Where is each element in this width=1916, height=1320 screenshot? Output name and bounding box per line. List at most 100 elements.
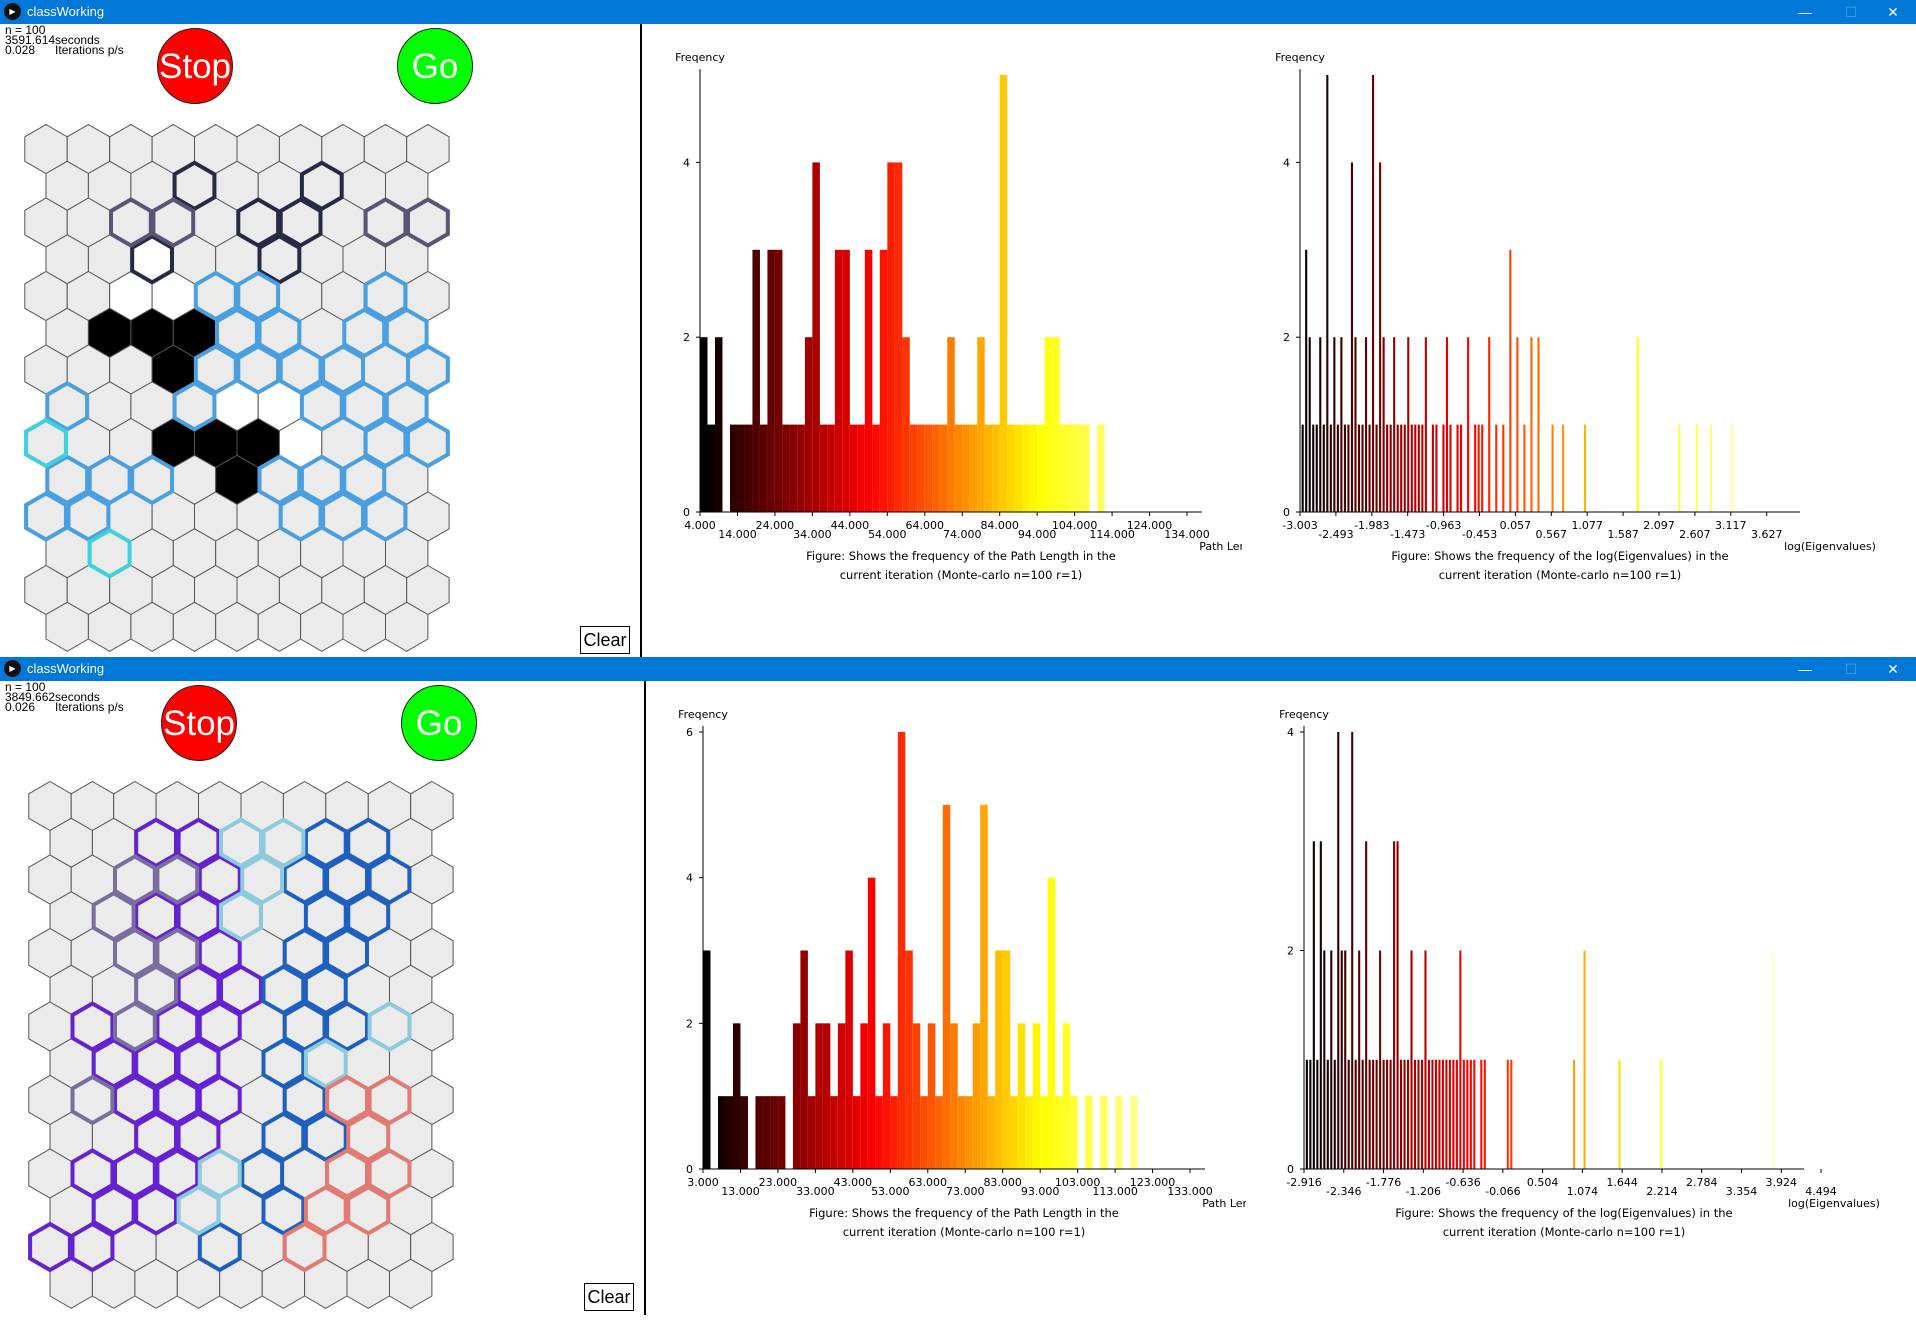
histogram-bar: [927, 1023, 936, 1169]
close-button[interactable]: ✕: [1887, 661, 1899, 677]
path-edge: [197, 1074, 242, 1126]
histogram-bar: [1323, 950, 1326, 1169]
path-edge: [134, 817, 178, 869]
histogram-bar: [1386, 424, 1389, 512]
histogram-bar: [909, 424, 918, 512]
x-tick-label: 1.644: [1606, 1176, 1638, 1189]
path-edge: [91, 890, 136, 942]
histogram-bar: [1326, 75, 1329, 512]
x-tick-label: 1.077: [1571, 519, 1603, 532]
x-tick-label: 2.784: [1686, 1176, 1718, 1189]
histogram-bar: [1509, 249, 1512, 513]
histogram-bar: [1434, 1059, 1437, 1169]
y-tick-label: 4: [1287, 726, 1294, 739]
histogram-bar: [849, 424, 858, 512]
histogram-bar: [932, 424, 940, 512]
path-edge: [70, 1221, 115, 1273]
histogram-bar: [917, 424, 925, 512]
histogram-bar: [947, 337, 955, 512]
histogram-bar: [1448, 1059, 1451, 1169]
histogram-bar: [1427, 1059, 1431, 1169]
histogram-bar: [1660, 1059, 1663, 1169]
histogram-bar: [1322, 424, 1325, 512]
path-edge: [193, 344, 238, 395]
histogram-bar: [1456, 424, 1459, 512]
stop-button[interactable]: Stop: [161, 685, 237, 761]
histogram-bar: [1097, 424, 1105, 512]
go-button[interactable]: Go: [401, 685, 477, 761]
y-tick-label: 2: [1283, 331, 1290, 344]
histogram-bar: [1037, 424, 1045, 512]
histogram-bar: [1473, 1059, 1476, 1169]
figure-caption: current iteration (Monte-carlo n=100 r=1…: [840, 568, 1083, 582]
hex-cell[interactable]: [385, 601, 429, 652]
histogram-bar: [1382, 1059, 1385, 1169]
histogram-bar: [759, 424, 768, 512]
histogram-bar: [1305, 1059, 1308, 1169]
path-edge: [325, 1001, 369, 1052]
histogram-bar: [1375, 1059, 1378, 1169]
histogram-bar: [1421, 424, 1424, 512]
minimize-button[interactable]: —: [1798, 4, 1812, 20]
path-edge: [87, 527, 132, 579]
histogram-bar: [1523, 424, 1526, 512]
clear-button[interactable]: Clear: [584, 1283, 634, 1311]
x-tick-label: 1.587: [1607, 528, 1639, 541]
histogram-bar: [1474, 424, 1477, 512]
path-edge: [91, 1184, 136, 1236]
x-tick-label: -0.066: [1485, 1185, 1520, 1198]
title-bar[interactable]: ▶ classWorking — ☐ ✕: [0, 0, 1916, 24]
histogram-bar: [897, 732, 906, 1169]
histogram-bar: [1351, 732, 1354, 1169]
minimize-button[interactable]: —: [1798, 661, 1812, 677]
close-button[interactable]: ✕: [1887, 4, 1899, 20]
histogram-bar: [924, 424, 933, 512]
histogram-bar: [920, 1096, 928, 1169]
path-edge: [24, 417, 68, 469]
histogram-bar: [755, 1096, 763, 1169]
x-tick-label: -2.493: [1318, 528, 1353, 541]
histogram-bar: [1477, 424, 1480, 512]
path-edge: [219, 964, 263, 1016]
histogram-bar: [1438, 1059, 1441, 1169]
hex-grid[interactable]: [0, 0, 640, 658]
x-tick-label: 13.000: [721, 1185, 760, 1198]
path-edge: [299, 160, 344, 212]
histogram-bar: [1414, 424, 1417, 512]
hex-cell[interactable]: [389, 1258, 433, 1309]
histogram-bar: [1025, 1096, 1033, 1169]
histogram-bar: [1017, 1023, 1026, 1169]
x-axis-label: Path Length: [1202, 1197, 1246, 1210]
histogram-bar: [1573, 1059, 1576, 1169]
histogram-bar: [1420, 1059, 1424, 1169]
path-edge: [176, 1037, 221, 1089]
iteration-rate: 0.028 Iterations p/s: [5, 43, 124, 57]
x-tick-label: -3.003: [1282, 519, 1317, 532]
title-bar[interactable]: ▶ classWorking — ☐ ✕: [0, 657, 1916, 681]
x-tick-label: 63.000: [909, 1176, 948, 1189]
histogram-bar: [1312, 841, 1315, 1169]
iteration-rate: 0.026 Iterations p/s: [5, 700, 124, 714]
path-edge: [176, 890, 221, 942]
x-tick-label: 93.000: [1021, 1185, 1060, 1198]
go-button[interactable]: Go: [397, 28, 473, 104]
histogram-bar: [714, 337, 723, 512]
stop-button[interactable]: Stop: [157, 28, 233, 104]
x-tick-label: -1.776: [1366, 1176, 1401, 1189]
histogram-bar: [1393, 337, 1396, 512]
hex-grid[interactable]: [0, 657, 644, 1315]
path-edge: [134, 964, 178, 1016]
histogram-bar: [1393, 841, 1396, 1169]
path-edge: [176, 1111, 221, 1163]
histogram-bar: [1340, 950, 1343, 1169]
histogram-bar: [1551, 424, 1554, 512]
window-title: classWorking: [27, 661, 105, 676]
x-axis-label: log(Eigenvalues): [1788, 1197, 1880, 1210]
histogram-bar: [737, 424, 745, 512]
x-tick-label: 0.057: [1500, 519, 1532, 532]
y-tick-label: 4: [686, 872, 693, 885]
histogram-bar: [942, 804, 951, 1169]
clear-button[interactable]: Clear: [580, 626, 630, 654]
y-tick-label: 0: [1283, 506, 1290, 519]
histogram-bar: [1372, 1059, 1375, 1169]
